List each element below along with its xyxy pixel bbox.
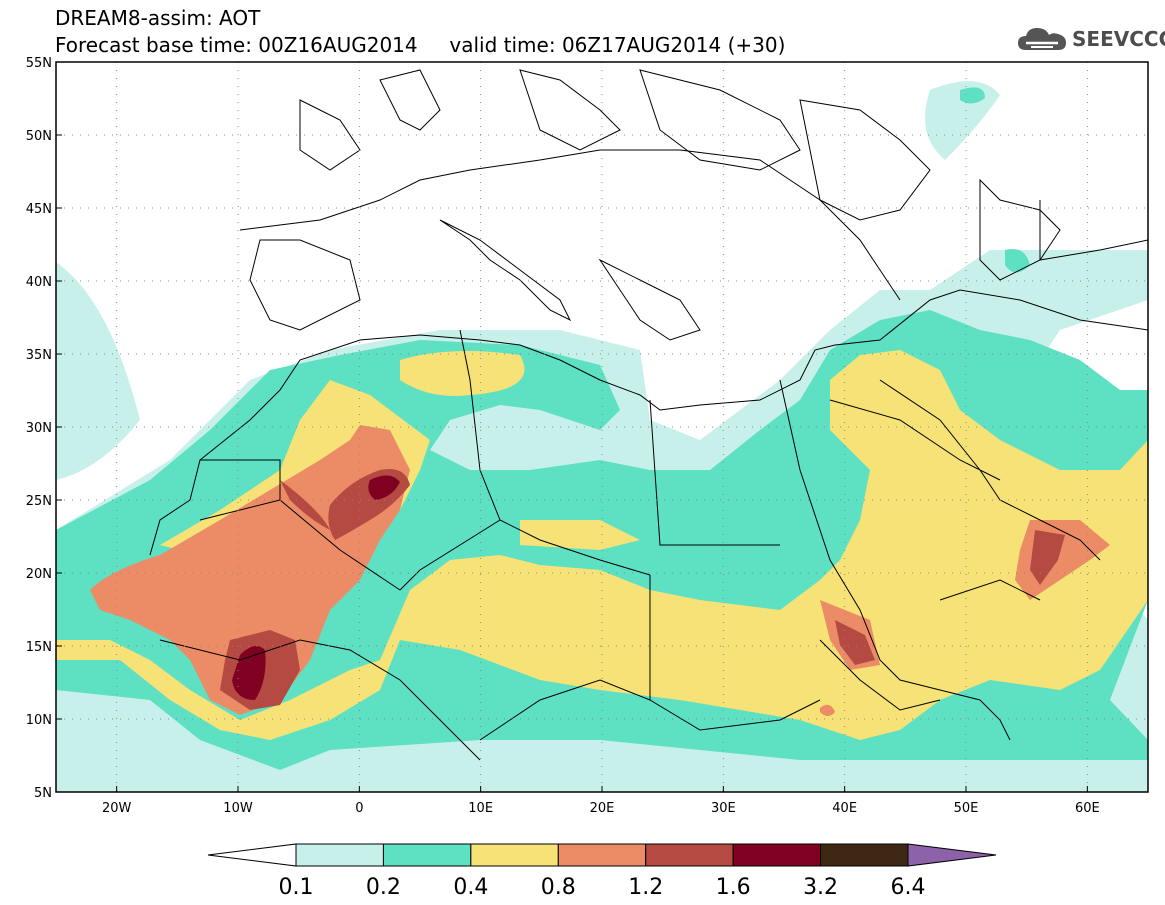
longitude-label: 10W	[223, 801, 253, 816]
map-title: DREAM8-assim: AOT	[55, 6, 261, 30]
graticule	[56, 62, 1148, 792]
longitude-label: 0	[355, 801, 363, 816]
seevccc-logo: SEEVCCC	[1016, 22, 1165, 56]
logo-text: SEEVCCC	[1072, 27, 1165, 51]
aot-field	[56, 81, 1148, 792]
latitude-label: 10N	[26, 713, 52, 728]
latitude-label: 25N	[26, 494, 52, 509]
coastlines	[149, 69, 1148, 761]
longitude-label: 50E	[954, 801, 979, 816]
latitude-label: 55N	[26, 56, 52, 71]
longitude-label: 10E	[468, 801, 493, 816]
latitude-labels: 5N 10N 15N 20N 25N 30N 35N 40N 45N 50N 55N	[26, 56, 62, 801]
longitude-label: 20E	[590, 801, 615, 816]
latitude-label: 40N	[26, 275, 52, 290]
longitude-label: 60E	[1075, 801, 1100, 816]
latitude-label: 50N	[26, 129, 52, 144]
latitude-label: 30N	[26, 421, 52, 436]
longitude-labels: 20W 10W 0 10E 20E 30E 40E 50E 60E	[102, 786, 1100, 816]
latitude-label: 20N	[26, 567, 52, 582]
latitude-label: 5N	[34, 786, 52, 801]
cloud-icon	[1018, 28, 1066, 50]
longitude-label: 40E	[832, 801, 857, 816]
latitude-label: 35N	[26, 348, 52, 363]
longitude-label: 20W	[102, 801, 132, 816]
aot-contour-1.6	[232, 475, 400, 700]
latitude-label: 45N	[26, 202, 52, 217]
map-subtitle: Forecast base time: 00Z16AUG2014 valid t…	[55, 33, 786, 57]
latitude-label: 15N	[26, 640, 52, 655]
aot-contour-1.2	[220, 469, 1065, 710]
longitude-label: 30E	[711, 801, 736, 816]
